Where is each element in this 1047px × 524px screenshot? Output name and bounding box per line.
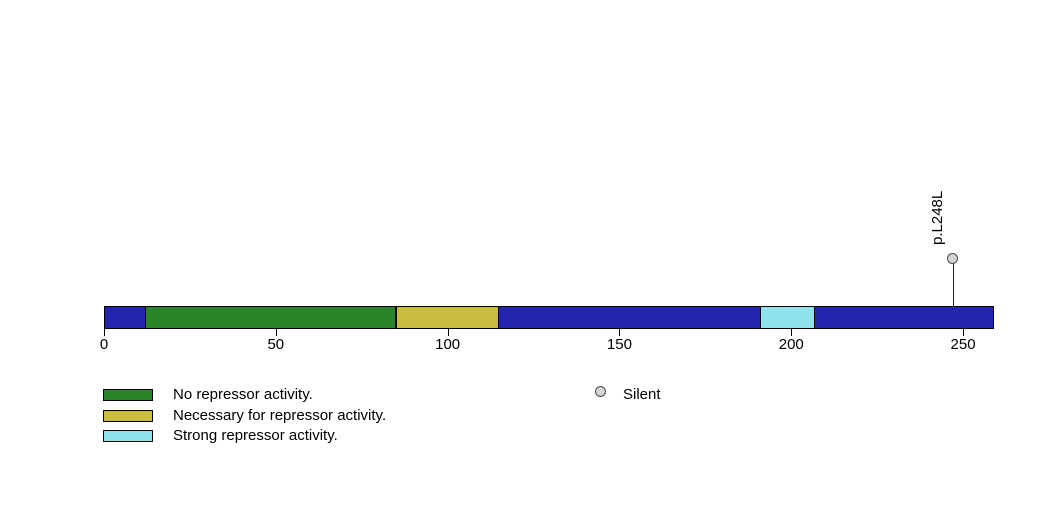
x-axis-tick-label: 250 [950,336,976,353]
x-axis-tick [276,329,277,336]
mutation-label: p.L248L [929,190,947,245]
x-axis-tick-label: 0 [99,336,109,353]
legend-swatch-2 [103,430,153,443]
x-axis-tick-label: 100 [435,336,461,353]
silent-legend-circle [595,386,606,397]
x-axis-tick [619,329,620,336]
domain-region-1 [396,306,500,329]
lollipop-circle [947,252,959,264]
x-axis-tick [104,329,105,336]
lollipop-stick [953,258,954,306]
x-axis-tick-label: 150 [606,336,632,353]
legend-label-1: Necessary for repressor activity. [173,406,387,424]
silent-legend-label: Silent [623,386,661,403]
legend-label-2: Strong repressor activity. [173,427,338,445]
domain-region-2 [760,306,816,329]
domain-region-0 [145,306,397,329]
x-axis-tick-label: 200 [778,336,804,353]
x-axis-tick [791,329,792,336]
x-axis-tick [963,329,964,336]
legend-swatch-1 [103,409,153,422]
x-axis-tick [448,329,449,336]
x-axis-tick-label: 50 [267,336,285,353]
legend-swatch-0 [103,389,153,401]
legend-label-0: No repressor activity. [173,386,313,403]
